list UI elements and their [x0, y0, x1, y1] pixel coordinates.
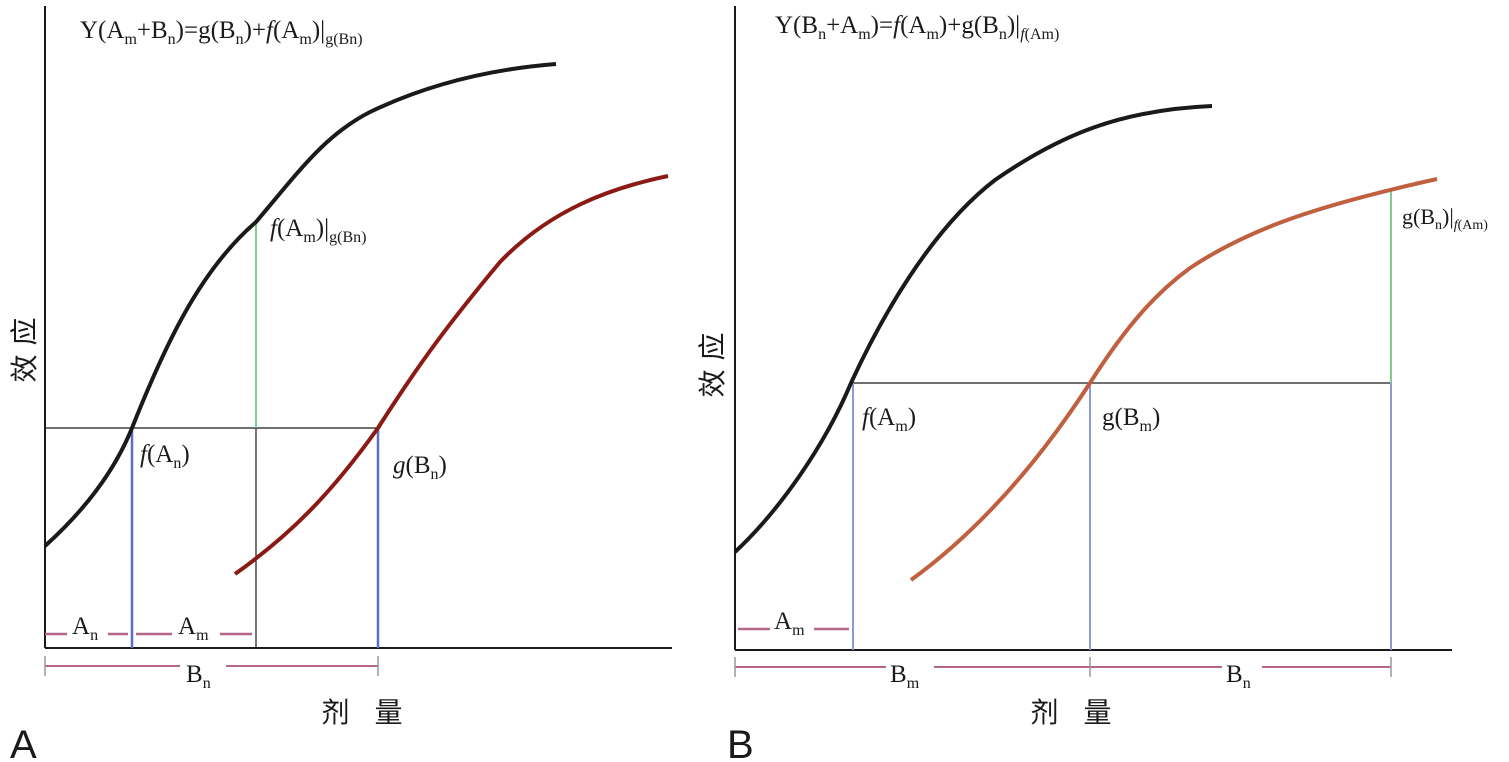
panel-b-formula: Y(Bn+Am)=f(Am)+g(Bn)|f(Am)	[775, 12, 1059, 43]
panel-a-dose-Bn: Bn	[186, 661, 211, 692]
panel-a-letter: A	[10, 723, 37, 762]
panel-a-label-gBn: g(Bn)	[393, 452, 447, 483]
panel-b-label-fAm: f(Am)	[862, 404, 916, 435]
panel-a-y-label: 效 应	[8, 318, 41, 383]
panel-a-curve-drug-b	[233, 174, 669, 576]
panel-a-curve-drug-a	[43, 62, 557, 548]
panel-b-dose-Bm: Bm	[890, 661, 920, 692]
panel-a-formula: Y(Am+Bn)=g(Bn)+f(Am)|g(Bn)	[80, 17, 363, 48]
panel-b-x-label: 剂 量	[1031, 696, 1120, 729]
panel-a-dose-An: An	[72, 613, 98, 644]
panel-b-label-gBn-f: g(Bn)|f(Am)	[1402, 204, 1488, 233]
panel-b-label-gBm: g(Bm)	[1102, 404, 1160, 435]
panel-b-curve-drug-b	[909, 177, 1438, 582]
panel-b-dose-Am: Am	[774, 608, 805, 639]
panel-a-label-fAm-g: f(Am)|g(Bn)	[270, 215, 366, 246]
panel-b-y-label: 效 应	[696, 333, 729, 398]
panel-b-letter: B	[727, 723, 754, 762]
panel-a-dose-Am: Am	[178, 613, 209, 644]
panel-a-label-fAn: f(An)	[140, 441, 190, 472]
panel-a-x-label: 剂 量	[322, 696, 411, 729]
panel-b-dose-Bn: Bn	[1226, 661, 1251, 692]
panel-b: Y(Bn+Am)=f(Am)+g(Bn)|f(Am) f(Am) g(Bm) g…	[696, 6, 1488, 762]
panel-a: Y(Am+Bn)=g(Bn)+f(Am)|g(Bn) f(Am)|g(Bn) f…	[8, 6, 672, 762]
panel-b-curve-drug-a	[733, 104, 1213, 554]
